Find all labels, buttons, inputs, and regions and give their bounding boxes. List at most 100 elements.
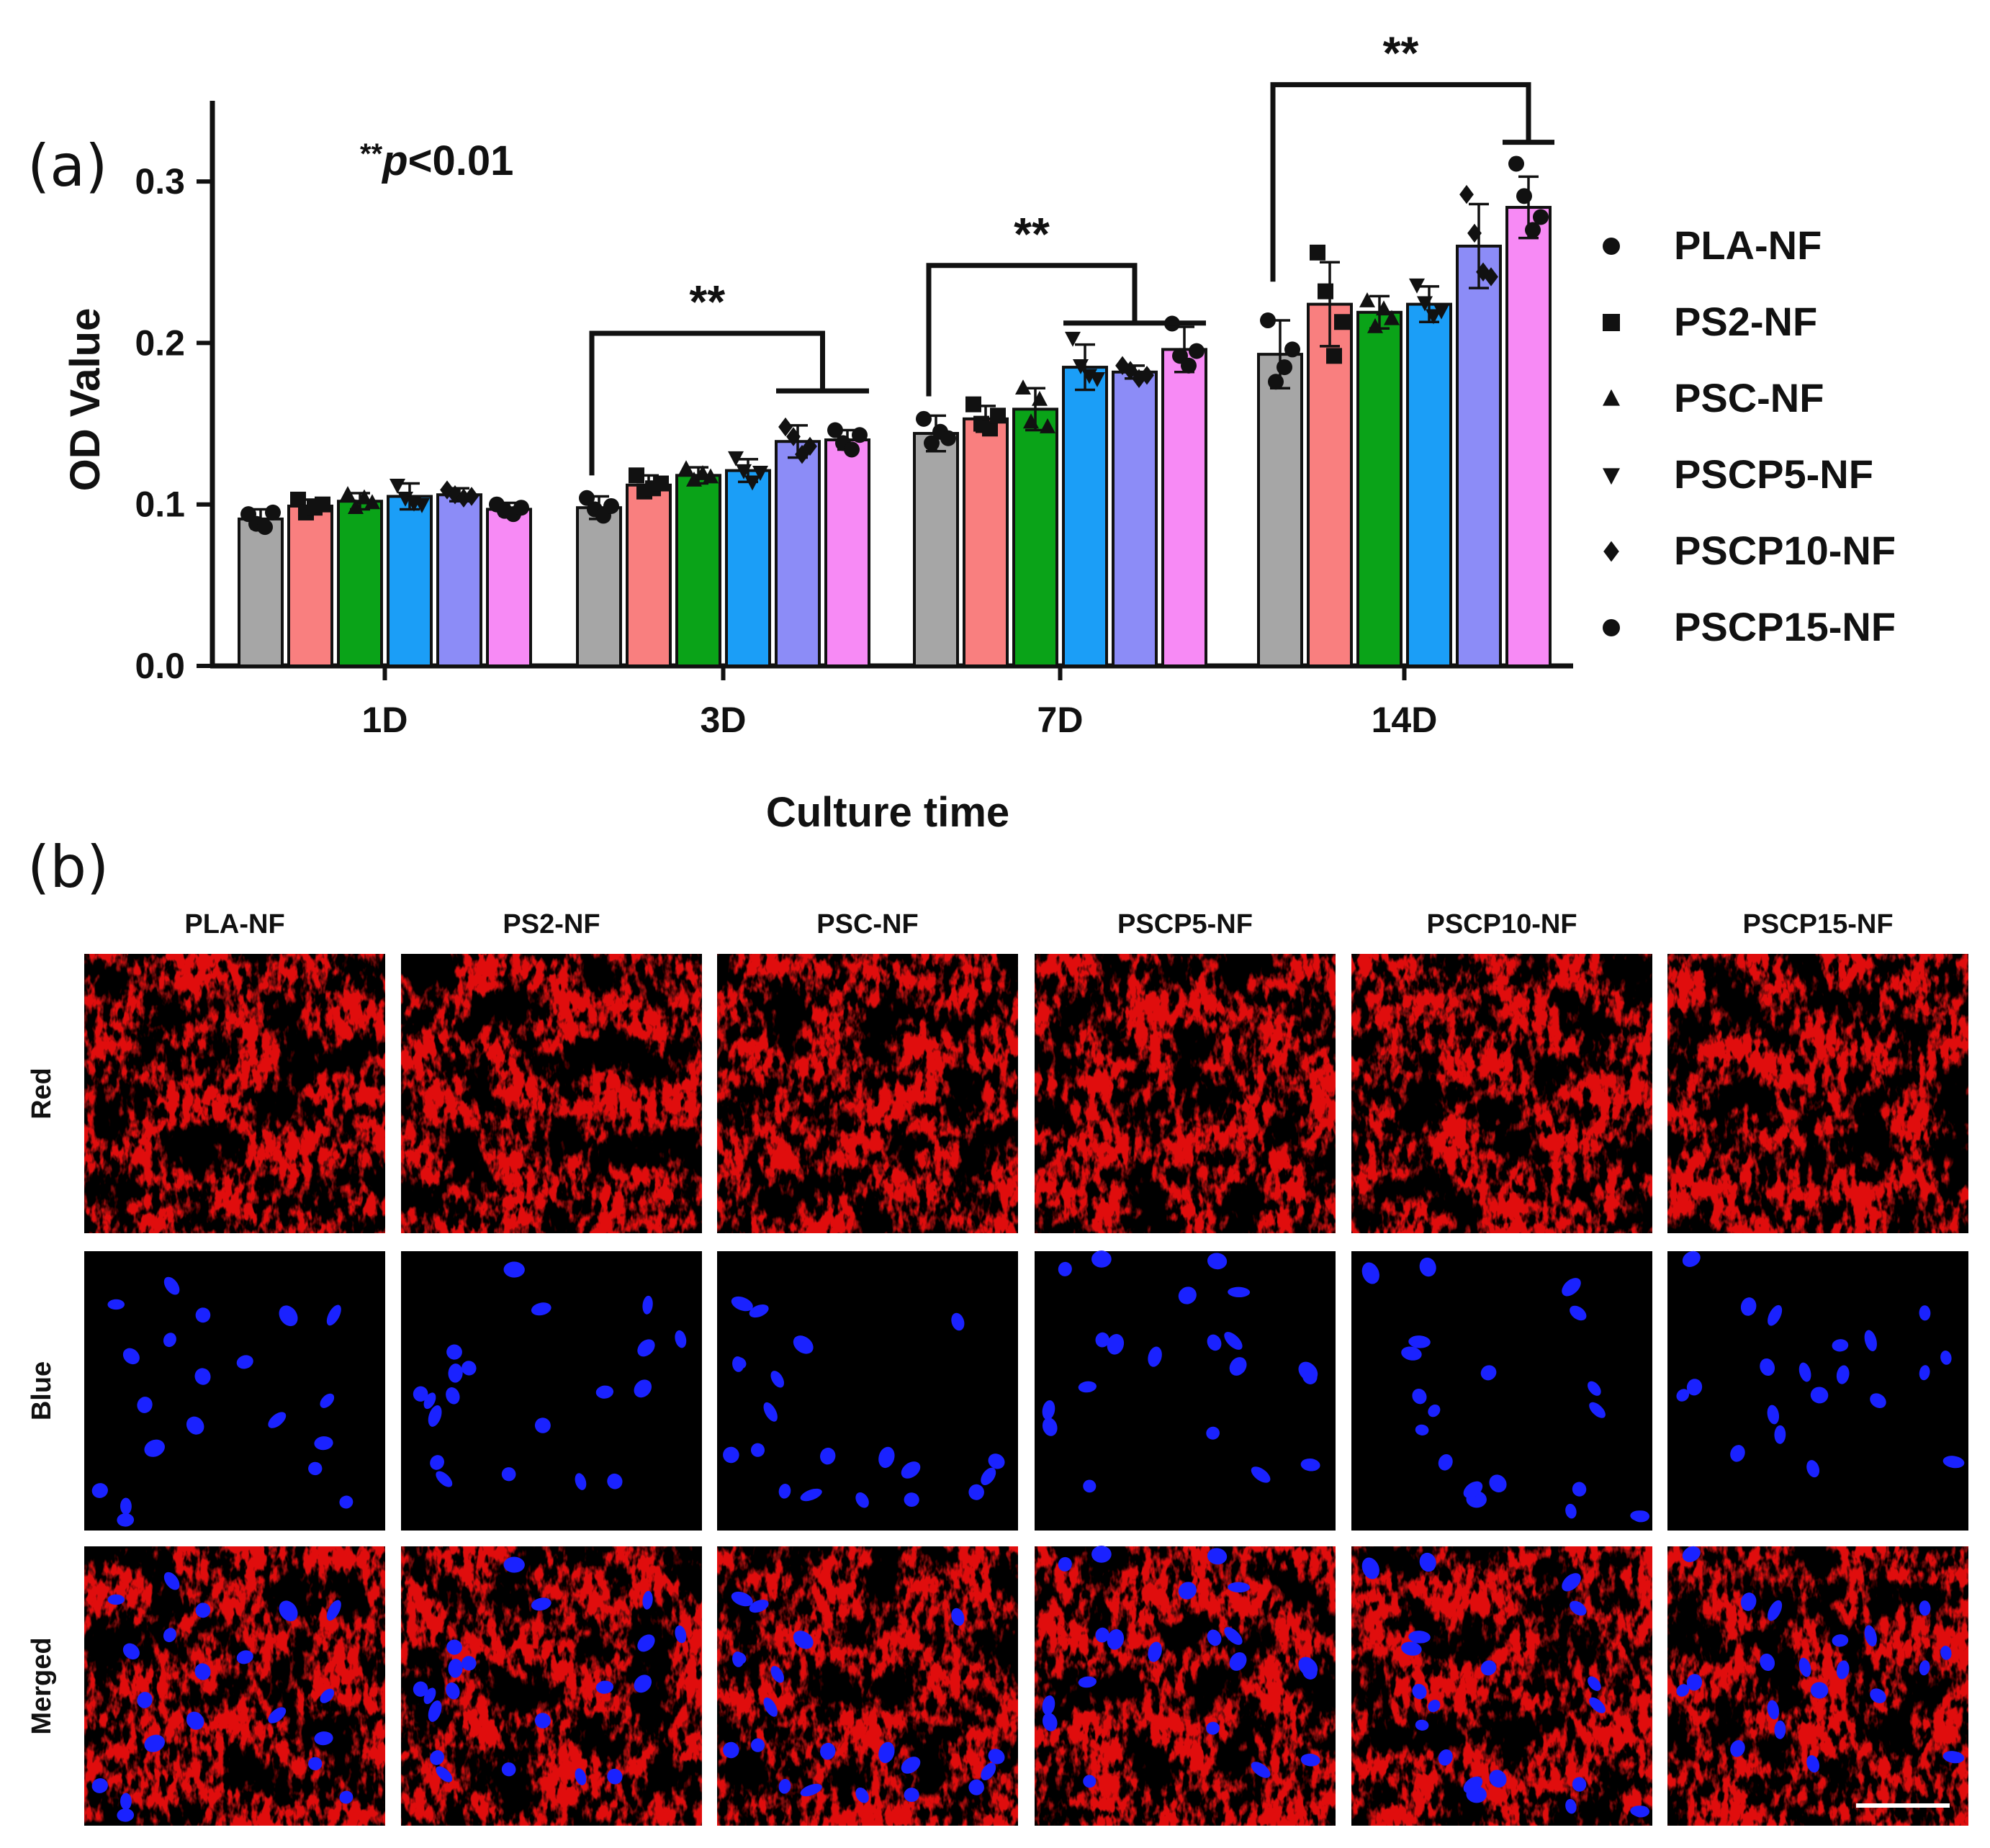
data-point	[1459, 184, 1474, 204]
data-point	[678, 460, 694, 476]
nucleus	[749, 1304, 769, 1318]
nucleus	[1589, 1697, 1606, 1713]
nucleus	[120, 1497, 132, 1515]
data-point	[1409, 278, 1425, 294]
data-point	[1065, 331, 1081, 347]
bar	[1112, 370, 1158, 667]
nucleus	[137, 1397, 153, 1413]
nucleus	[734, 1357, 747, 1369]
bar	[824, 438, 870, 667]
nucleus	[117, 1808, 135, 1822]
micrograph-tile	[1667, 1250, 1968, 1531]
nucleus	[820, 1447, 836, 1465]
nucleus	[1810, 1682, 1829, 1699]
bar	[1257, 353, 1303, 667]
data-point	[257, 519, 273, 536]
bar	[387, 495, 433, 667]
nucleus	[731, 1591, 753, 1607]
nucleus	[163, 1628, 176, 1643]
data-point	[728, 451, 744, 466]
legend-label: PSCP15-NF	[1674, 604, 1896, 649]
nucleus	[1415, 1719, 1429, 1731]
y-tick-label: 0.3	[135, 161, 185, 202]
y-axis-title: OD Value	[62, 308, 109, 492]
data-point	[752, 466, 768, 481]
legend-label: PS2-NF	[1674, 299, 1817, 344]
bar	[963, 417, 1009, 667]
data-point	[390, 479, 405, 494]
significance-bracket	[926, 263, 1138, 397]
y-tick-label: 0.2	[135, 323, 185, 363]
nucleus	[326, 1304, 341, 1326]
nucleus	[1686, 1379, 1703, 1396]
y-tick-label: 0.0	[135, 646, 185, 686]
nucleus	[723, 1446, 739, 1464]
data-point	[1023, 413, 1039, 429]
nucleus	[339, 1495, 354, 1509]
data-point	[1376, 300, 1392, 316]
nucleus	[1206, 1426, 1220, 1440]
micrograph-tile	[401, 1546, 702, 1826]
nucleus	[750, 1738, 765, 1752]
column-label: PS2-NF	[503, 909, 600, 939]
micrograph-tile	[84, 1251, 385, 1531]
nucleus	[1207, 1629, 1222, 1646]
nucleus	[320, 1393, 335, 1408]
bar	[1356, 310, 1403, 667]
data-point	[456, 488, 471, 508]
nucleus	[413, 1386, 428, 1402]
data-point	[1334, 314, 1350, 330]
column-label: PSC-NF	[816, 909, 918, 939]
actin-stain	[401, 1546, 702, 1826]
nucleus	[1300, 1753, 1320, 1767]
nucleus	[1919, 1305, 1931, 1321]
nucleus	[675, 1330, 687, 1348]
nucleus	[1107, 1334, 1125, 1355]
data-point	[1123, 361, 1138, 380]
nucleus	[308, 1461, 323, 1476]
nucleus	[968, 1484, 984, 1500]
nucleus	[1489, 1474, 1507, 1493]
nucleus	[1251, 1762, 1271, 1778]
nucleus	[1148, 1641, 1162, 1662]
nucleus	[1428, 1404, 1441, 1417]
nucleus	[1095, 1332, 1109, 1348]
nucleus	[637, 1339, 655, 1357]
data-point	[916, 410, 932, 427]
nucleus	[1774, 1720, 1786, 1739]
nucleus	[1798, 1657, 1811, 1677]
data-point	[1359, 292, 1375, 307]
data-point	[340, 486, 356, 502]
nucleus	[763, 1402, 778, 1422]
nucleus	[1730, 1740, 1745, 1757]
column-label: PSCP15-NF	[1742, 909, 1893, 939]
significance-label: **	[689, 276, 725, 328]
row-label: Blue	[27, 1361, 57, 1420]
nucleus	[750, 1443, 765, 1457]
nucleus	[642, 1295, 653, 1315]
data-point	[982, 420, 998, 437]
data-point	[464, 487, 479, 506]
nucleus	[236, 1355, 253, 1369]
data-point	[1433, 304, 1449, 320]
bar	[1012, 407, 1058, 668]
nucleus	[1768, 1304, 1783, 1326]
micrograph-tile	[401, 954, 702, 1233]
row-label: Merged	[27, 1637, 57, 1734]
nucleus	[195, 1307, 211, 1323]
data-point	[803, 436, 817, 456]
data-point	[265, 504, 281, 520]
data-point	[653, 475, 669, 492]
nucleus	[446, 1682, 460, 1700]
nucleus	[1229, 1357, 1247, 1376]
legend-marker	[1603, 619, 1620, 636]
nucleus	[137, 1692, 153, 1708]
nucleus	[1919, 1365, 1930, 1381]
nucleus	[1207, 1334, 1222, 1351]
p-note-p: p	[381, 138, 408, 184]
nucleus	[634, 1379, 652, 1398]
nucleus	[430, 1455, 444, 1470]
p-value-note: **p<0.01	[360, 138, 513, 184]
nucleus	[1412, 1388, 1427, 1405]
nucleus	[186, 1416, 204, 1435]
